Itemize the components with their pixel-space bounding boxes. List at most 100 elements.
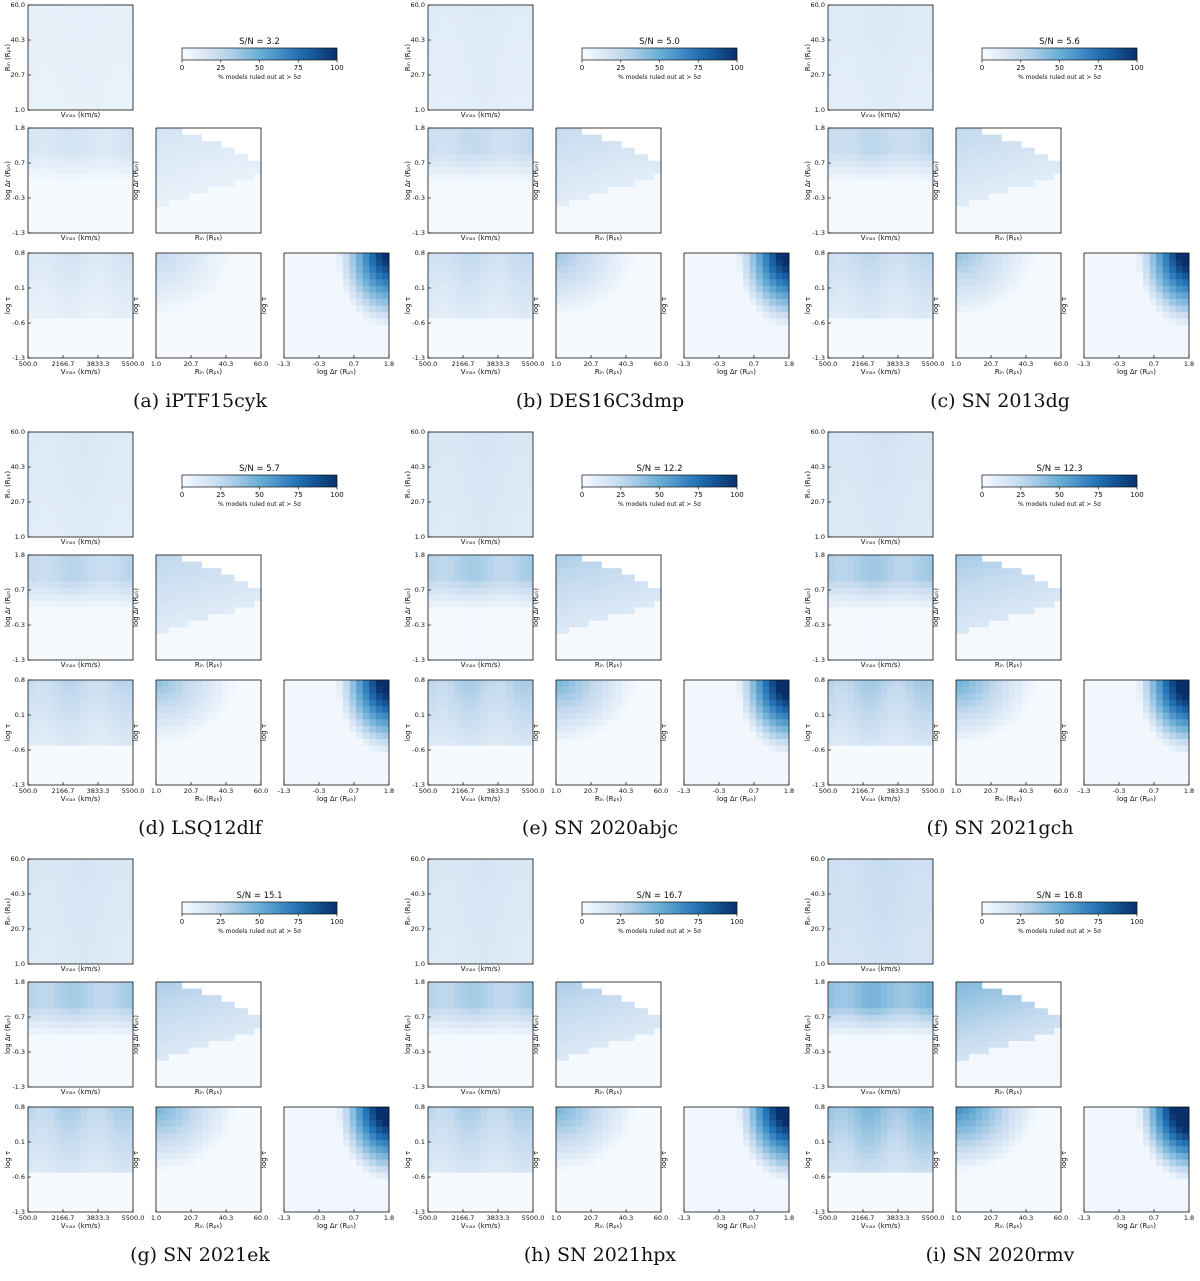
heatmap-cell [323,318,331,326]
heatmap-cell [73,50,81,58]
heatmap-cell [1054,259,1062,267]
heatmap-cell [716,253,724,260]
heatmap-cell [893,279,901,287]
heatmap-cell [588,206,596,214]
heatmap-cell [995,298,1003,306]
heatmap-cell [208,147,216,155]
heatmap-cell [454,141,462,149]
heatmap-cell [913,31,921,39]
heatmap-cell [28,312,35,320]
heatmap-cell [988,213,996,221]
x-axis-label: Vₘₐₓ (km/s) [861,368,901,376]
heatmap-cell [556,259,563,267]
heatmap-cell [175,160,183,168]
heatmap-cell [506,305,514,313]
heatmap-cell [247,128,255,135]
heatmap-cell [208,180,216,188]
heatmap-cell [723,351,731,359]
heatmap-cell [460,134,468,142]
heatmap-cell [493,90,501,98]
heatmap-cell [900,57,908,65]
heatmap-cell [28,279,35,287]
heatmap-cell [828,134,835,142]
heatmap-cell [926,11,934,19]
heatmap-cell [195,180,203,188]
heatmap-cell [628,338,636,346]
heatmap-cell [343,325,351,333]
heatmap-cell [1001,325,1009,333]
heatmap-cell [1182,312,1190,320]
heatmap-cell [1169,279,1177,287]
heatmap-cell [969,173,977,181]
heatmap-cell [988,331,996,339]
heatmap-cell [684,285,691,293]
heatmap-cell [28,298,35,306]
heatmap-cell [1034,206,1042,214]
heatmap-cell [926,213,934,221]
heatmap-cell [1123,312,1131,320]
heatmap-cell [1054,180,1062,188]
heatmap-cell [460,325,468,333]
heatmap-cell [562,338,570,346]
heatmap-cell [162,167,170,175]
heatmap-cell [1001,173,1009,181]
heatmap-cell [841,180,849,188]
heatmap-cell [1028,154,1036,162]
heatmap-cell [241,147,249,155]
heatmap-cell [228,200,236,208]
heatmap-cell [67,180,75,188]
heatmap-cell [697,259,705,267]
heatmap-cell [60,285,68,293]
axes-frame [27,127,134,234]
heatmap-cell [569,180,577,188]
heatmap-cell [1028,279,1036,287]
heatmap-cell [329,298,337,306]
heatmap-cell [215,325,223,333]
heatmap-cell [716,259,724,267]
heatmap-cell [47,471,55,479]
heatmap-cell [87,90,95,98]
heatmap-cell [647,338,655,346]
heatmap-cell [454,44,462,52]
heatmap-cell [28,325,35,333]
heatmap-cell [654,344,662,352]
heatmap-cell [119,219,127,227]
heatmap-cell [382,318,390,326]
heatmap-cell [254,279,262,287]
heatmap-cell [621,200,629,208]
heatmap-cell [60,438,68,446]
heatmap-cell [1021,219,1029,227]
heatmap-cell [1143,279,1151,287]
heatmap-cell [1090,318,1098,326]
heatmap-cell [1047,187,1055,195]
heatmap-cell [847,134,855,142]
heatmap-cell [710,298,718,306]
heatmap-cell [188,351,196,359]
heatmap-cell [447,167,455,175]
heatmap-cell [182,134,190,142]
heatmap-cell [854,90,862,98]
heatmap-cell [634,154,642,162]
heatmap-cell [1028,219,1036,227]
heatmap-cell [34,160,42,168]
heatmap-cell [323,285,331,293]
heatmap-cell [100,141,108,149]
heatmap-cell [169,305,177,313]
heatmap-cell [428,5,435,12]
heatmap-cell [41,213,49,221]
heatmap-cell [87,193,95,201]
heatmap-cell [615,180,623,188]
heatmap-cell [1041,344,1049,352]
heatmap-cell [434,279,442,287]
heatmap-cell [362,305,370,313]
heatmap-cell [519,344,527,352]
heatmap-cell [428,154,435,162]
heatmap-cell [641,226,649,234]
y-axis-label: log τ [660,297,668,314]
heatmap-cell [1103,312,1111,320]
heatmap-cell [828,292,835,300]
heatmap-cell [67,83,75,91]
heatmap-cell [1143,305,1151,313]
heatmap-cell [1103,292,1111,300]
heatmap-cell [100,253,108,260]
